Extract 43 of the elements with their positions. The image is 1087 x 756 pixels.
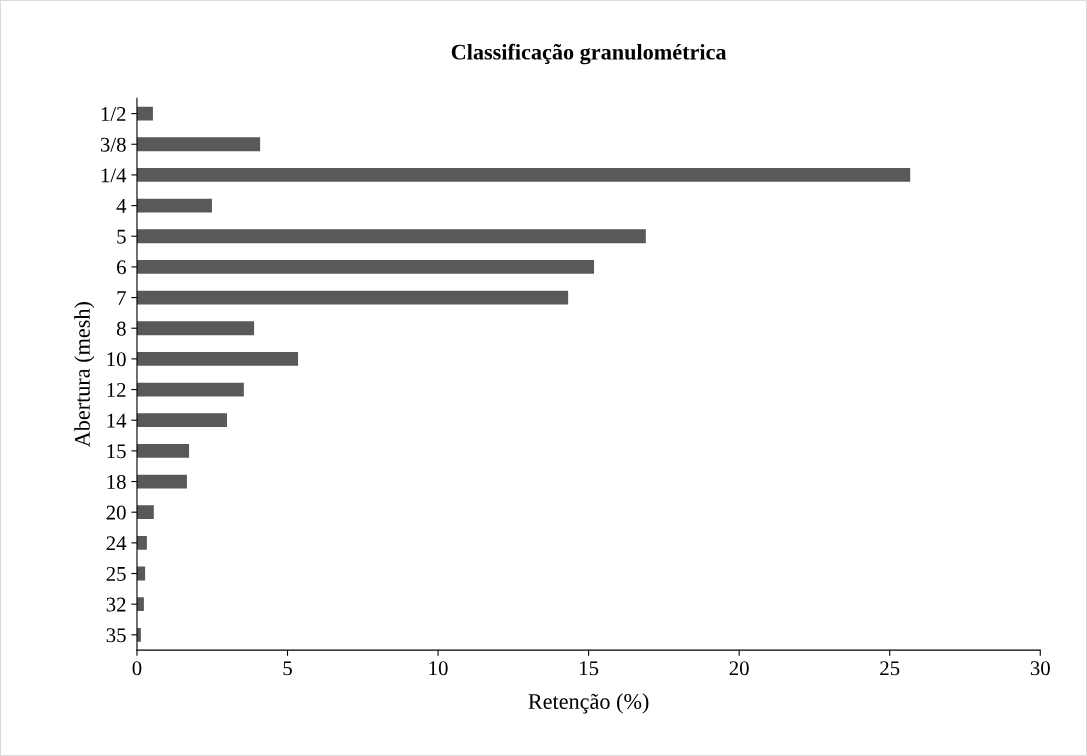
y-tick-label: 10 <box>107 352 126 367</box>
bar <box>136 260 595 274</box>
x-tick-label: 25 <box>880 661 900 676</box>
x-tick-label: 10 <box>429 661 448 676</box>
bar <box>136 535 147 550</box>
x-tick-label: 30 <box>1030 661 1050 676</box>
y-tick-label: 24 <box>106 536 127 551</box>
x-tick-label: 5 <box>283 661 292 676</box>
y-tick-label: 32 <box>106 597 126 612</box>
bar <box>136 321 255 336</box>
y-tick-label: 12 <box>107 382 126 397</box>
y-axis-title: Abertura (mesh) <box>74 302 95 448</box>
chart-title: Classificação granulométrica <box>451 43 727 65</box>
y-tick-label: 18 <box>107 474 126 489</box>
bar <box>136 382 244 397</box>
y-tick-label: 25 <box>106 566 126 581</box>
x-tick-label: 0 <box>132 661 142 676</box>
bar <box>136 137 261 152</box>
y-tick-label: 7 <box>117 291 126 305</box>
y-tick-label: 1/2 <box>101 107 126 122</box>
y-tick-label: 1/4 <box>101 168 127 183</box>
y-tick-label: 35 <box>106 628 126 643</box>
bar <box>136 229 646 244</box>
y-tick-label: 3/8 <box>100 137 126 152</box>
bar <box>136 290 569 305</box>
x-tick-label: 20 <box>729 661 749 676</box>
bar <box>136 413 227 428</box>
bar <box>136 106 153 121</box>
y-tick-label: 14 <box>107 413 127 428</box>
x-tick-label: 15 <box>580 661 599 676</box>
bar <box>136 505 154 520</box>
y-tick-label: 15 <box>107 444 126 459</box>
x-axis-title: Retenção (%) <box>528 693 649 714</box>
bar <box>136 351 299 366</box>
y-tick-label: 20 <box>106 505 126 520</box>
y-tick-label: 8 <box>116 321 126 336</box>
bar <box>136 474 187 489</box>
bar <box>136 168 911 182</box>
y-tick-label: 5 <box>117 229 126 244</box>
y-tick-label: 4 <box>116 199 127 213</box>
y-tick-label: 6 <box>117 260 126 275</box>
bar <box>136 198 212 213</box>
bar <box>136 443 190 458</box>
